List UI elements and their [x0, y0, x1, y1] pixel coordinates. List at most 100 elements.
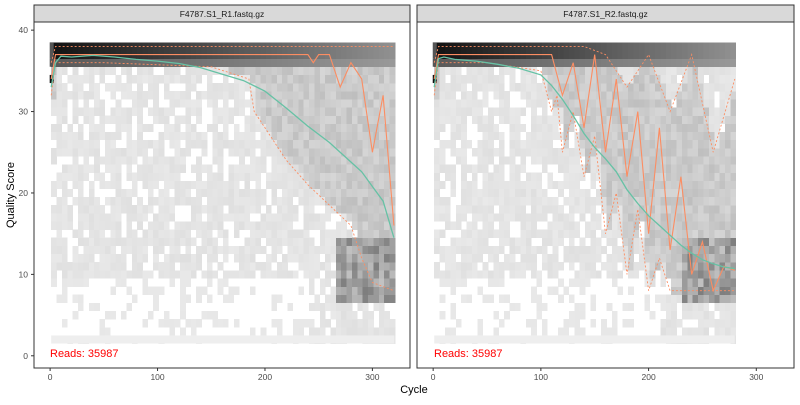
heat-cell — [681, 58, 688, 67]
heat-cell — [585, 107, 591, 116]
heat-cell — [244, 237, 251, 247]
heat-cell — [115, 42, 122, 51]
heat-cell — [660, 180, 667, 190]
heat-cell — [378, 164, 385, 173]
heat-cell — [552, 213, 559, 222]
heat-cell — [362, 278, 369, 287]
heat-cell — [325, 237, 331, 247]
heat-cell — [276, 83, 283, 92]
heat-cell — [292, 254, 299, 263]
heat-cell — [384, 278, 390, 287]
heat-cell — [368, 148, 374, 157]
heat-cell — [563, 245, 570, 255]
heat-cell — [378, 74, 385, 84]
heat-cell — [110, 66, 116, 76]
heat-cell — [56, 180, 63, 190]
heat-cell — [655, 115, 661, 124]
heat-cell — [681, 302, 688, 312]
heat-cell — [190, 123, 197, 133]
heat-cell — [282, 213, 288, 222]
heat-cell — [206, 278, 213, 287]
heat-cell — [335, 83, 342, 92]
heat-cell — [174, 254, 181, 263]
heat-cell — [174, 42, 181, 51]
heat-cell — [498, 83, 505, 92]
heat-cell — [368, 99, 374, 108]
heat-cell — [730, 205, 737, 214]
heat-cell — [190, 213, 197, 222]
heat-cell — [520, 74, 527, 84]
heat-cell — [671, 229, 677, 238]
heat-cell — [389, 188, 396, 198]
heat-cell — [498, 164, 505, 173]
heat-cell — [185, 197, 192, 206]
heat-cell — [579, 131, 586, 141]
heat-cell — [389, 213, 396, 222]
heat-cell — [169, 172, 176, 181]
heat-cell — [676, 131, 683, 141]
heat-cell — [357, 213, 364, 222]
heat-cell — [590, 140, 597, 149]
heat-cell — [88, 188, 95, 198]
heat-cell — [568, 58, 575, 67]
heat-cell — [660, 221, 667, 230]
heat-cell — [504, 107, 510, 116]
heat-cell — [217, 286, 224, 295]
heat-cell — [78, 131, 84, 141]
heat-cell — [698, 294, 704, 304]
heat-cell — [595, 245, 602, 255]
heat-cell — [655, 245, 661, 255]
heat-cell — [314, 294, 321, 304]
heat-cell — [78, 74, 84, 84]
heat-cell — [617, 156, 624, 165]
heat-cell — [708, 91, 715, 100]
heat-cell — [341, 66, 347, 76]
heat-cell — [163, 213, 170, 222]
heat-cell — [558, 213, 564, 222]
heat-cell — [568, 42, 575, 51]
heat-cell — [292, 164, 299, 173]
heat-cell — [212, 319, 219, 328]
heat-cell — [325, 319, 331, 328]
heat-cell — [373, 148, 380, 157]
heat-cell — [158, 205, 165, 214]
heat-cell — [595, 99, 602, 108]
heat-cell — [665, 270, 672, 279]
quartile-25-line — [433, 62, 735, 292]
heat-cell — [703, 229, 710, 238]
heat-cell — [330, 58, 337, 67]
heat-cell — [439, 91, 446, 100]
heat-cell — [368, 164, 374, 173]
heat-cell — [445, 107, 451, 116]
heat-cell — [617, 188, 624, 198]
heat-cell — [477, 270, 484, 279]
heat-cell — [708, 42, 715, 51]
heat-cell — [260, 140, 267, 149]
heat-cell — [445, 213, 451, 222]
heat-cell — [373, 164, 380, 173]
heat-cell — [158, 156, 165, 165]
heat-cell — [115, 262, 122, 271]
heat-cell — [373, 197, 380, 206]
heat-cell — [606, 172, 613, 181]
heat-cell — [206, 172, 213, 181]
heat-cell — [126, 74, 133, 84]
heat-cell — [719, 140, 726, 149]
heat-cell — [708, 131, 715, 141]
heat-cell — [335, 237, 342, 247]
heat-cell — [239, 131, 245, 141]
heat-cell — [389, 115, 396, 124]
heat-cell — [142, 140, 149, 149]
heat-cell — [185, 270, 192, 279]
heat-cell — [649, 66, 656, 76]
heat-cell — [126, 58, 133, 67]
heat-cell — [719, 91, 726, 100]
heat-cell — [558, 205, 564, 214]
heat-cell — [595, 115, 602, 124]
heat-cell — [509, 148, 516, 157]
heat-cell — [309, 148, 315, 157]
heat-cell — [174, 99, 181, 108]
heat-cell — [351, 294, 358, 304]
heat-cell — [585, 131, 591, 141]
heat-cell — [67, 213, 73, 222]
